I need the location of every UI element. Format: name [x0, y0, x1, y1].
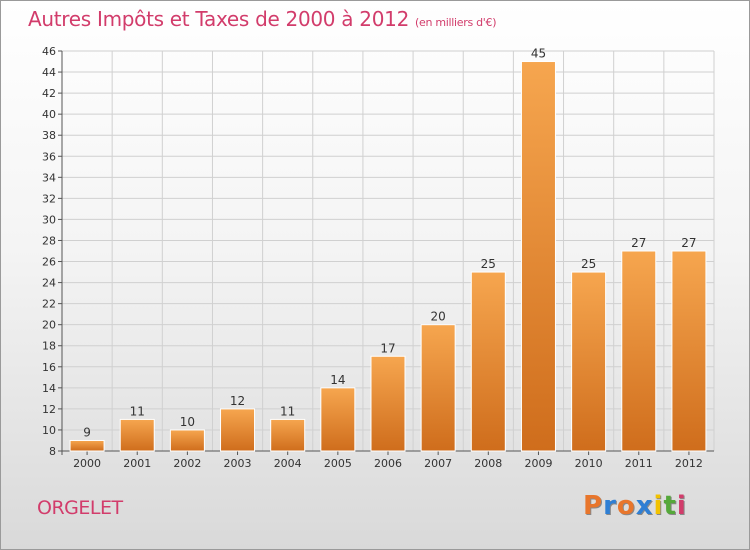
bar-2004 [270, 418, 306, 452]
chart-title-text: Autres Impôts et Taxes de 2000 à 2012 [28, 7, 409, 31]
x-tick-label: 2007 [424, 457, 452, 470]
chart-title: Autres Impôts et Taxes de 2000 à 2012 (en… [28, 7, 496, 31]
bar-value-label: 10 [180, 415, 195, 429]
y-tick-label: 40 [42, 108, 56, 121]
bar-2009 [520, 61, 556, 452]
y-tick-label: 36 [42, 150, 56, 163]
x-tick-label: 2004 [274, 457, 302, 470]
logo-letter: i [676, 491, 687, 521]
bar-2005 [320, 387, 356, 452]
bar-value-label: 11 [130, 404, 145, 418]
bar-value-label: 25 [581, 257, 596, 271]
proxiti-logo: Proxiti [583, 491, 687, 521]
bar-value-label: 27 [681, 236, 696, 250]
bar-value-label: 27 [631, 236, 646, 250]
logo-letter: P [583, 491, 604, 521]
y-tick-label: 26 [42, 256, 56, 269]
logo-letter: r [603, 491, 617, 521]
bar-value-label: 25 [481, 257, 496, 271]
y-tick-label: 28 [42, 234, 56, 247]
bar-2001 [119, 418, 155, 452]
y-tick-label: 34 [42, 171, 56, 184]
y-tick-label: 46 [42, 45, 56, 58]
y-tick-label: 14 [42, 382, 56, 395]
bar-2002 [169, 429, 205, 452]
bar-value-label: 11 [280, 404, 295, 418]
bar-value-label: 20 [431, 310, 446, 324]
y-tick-label: 18 [42, 340, 56, 353]
y-tick-label: 8 [49, 445, 56, 458]
city-name: ORGELET [37, 497, 123, 519]
logo-letter: o [616, 491, 636, 521]
x-tick-label: 2005 [324, 457, 352, 470]
y-tick-label: 12 [42, 403, 56, 416]
x-tick-label: 2001 [123, 457, 151, 470]
y-tick-label: 10 [42, 424, 56, 437]
y-tick-label: 20 [42, 319, 56, 332]
bar-2012 [671, 250, 707, 452]
chart-subtitle: (en milliers d'€) [415, 16, 497, 29]
x-tick-label: 2003 [224, 457, 252, 470]
y-tick-label: 22 [42, 298, 56, 311]
bar-value-label: 9 [83, 425, 91, 439]
x-tick-label: 2009 [524, 457, 552, 470]
x-tick-label: 2008 [474, 457, 502, 470]
bars [69, 61, 707, 452]
logo-letter: x [635, 491, 654, 521]
y-tick-label: 30 [42, 213, 56, 226]
x-tick-label: 2002 [173, 457, 201, 470]
bar-2000 [69, 439, 105, 452]
bar-2006 [370, 355, 406, 452]
y-tick-label: 44 [42, 66, 56, 79]
y-tick-label: 24 [42, 277, 56, 290]
bar-2003 [220, 408, 256, 452]
y-tick-label: 38 [42, 129, 56, 142]
x-tick-label: 2000 [73, 457, 101, 470]
x-tick-label: 2012 [675, 457, 703, 470]
x-tick-label: 2006 [374, 457, 402, 470]
labels: 8 10 12 14 16 18 20 22 24 26 28 30 32 34 36 38 40 42 44 46 9… [42, 45, 703, 470]
x-tick-label: 2010 [575, 457, 603, 470]
bar-value-label: 45 [531, 47, 546, 61]
y-tick-label: 42 [42, 87, 56, 100]
y-tick-label: 16 [42, 361, 56, 374]
bar-value-label: 17 [380, 341, 395, 355]
bar-2011 [621, 250, 657, 452]
x-tick-label: 2011 [625, 457, 653, 470]
y-tick-label: 32 [42, 192, 56, 205]
logo-letter: t [663, 491, 677, 521]
bar-value-label: 12 [230, 394, 245, 408]
bar-value-label: 14 [330, 373, 345, 387]
bar-2008 [470, 271, 506, 452]
bar-2007 [420, 324, 456, 452]
logo-letter: i [653, 491, 664, 521]
bar-2010 [571, 271, 607, 452]
